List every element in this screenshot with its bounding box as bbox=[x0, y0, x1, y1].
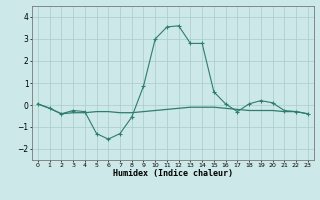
X-axis label: Humidex (Indice chaleur): Humidex (Indice chaleur) bbox=[113, 169, 233, 178]
